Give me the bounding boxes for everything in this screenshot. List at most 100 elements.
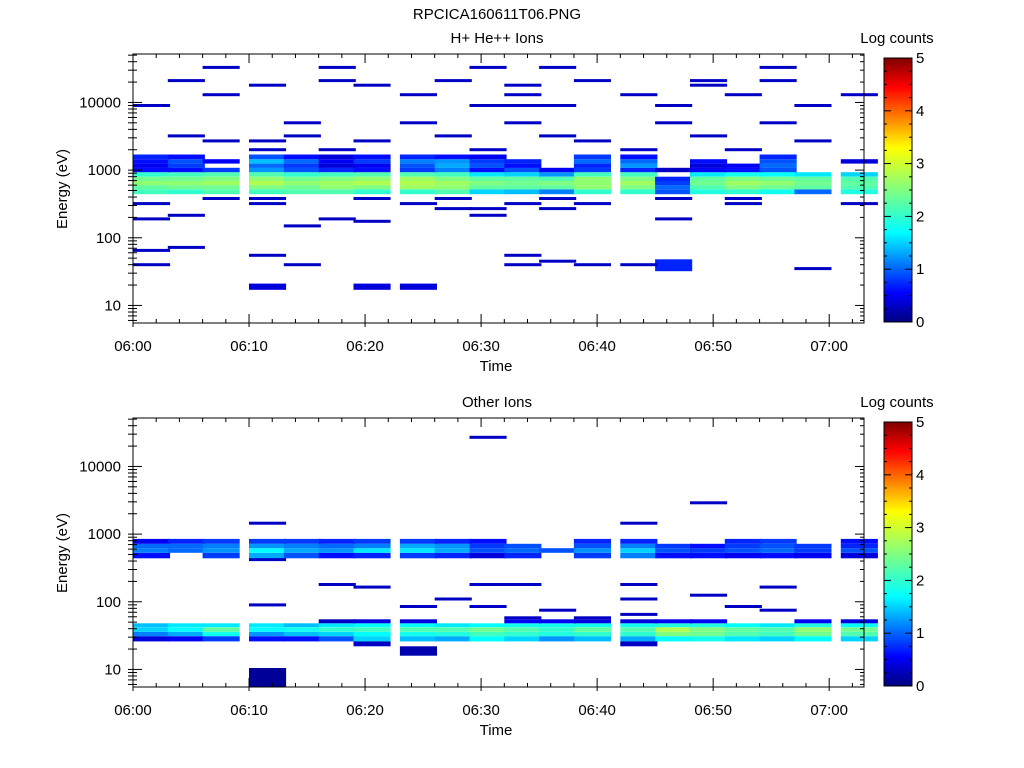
spectrogram-cell xyxy=(840,185,878,190)
spectrogram-line xyxy=(202,65,240,69)
y-tick-label: 100 xyxy=(96,594,121,611)
spectrogram-line xyxy=(469,435,507,439)
spectrogram-cell xyxy=(249,636,287,642)
spectrogram-line xyxy=(724,202,762,206)
spectrogram-line xyxy=(759,79,797,83)
spectrogram-cell xyxy=(167,154,205,160)
x-tick-label: 07:00 xyxy=(810,338,848,355)
spectrogram-cell xyxy=(504,627,542,632)
spectrogram-cell xyxy=(249,185,287,190)
spectrogram-line xyxy=(469,207,507,211)
spectrogram-cell xyxy=(573,189,611,195)
spectrogram-line xyxy=(167,213,205,217)
spectrogram-cell xyxy=(353,548,391,553)
spectrogram-cell xyxy=(620,167,658,173)
spectrogram-cell xyxy=(469,172,507,177)
spectrogram-cell xyxy=(283,159,321,164)
spectrogram-cell xyxy=(759,552,797,559)
spectrogram-line xyxy=(539,65,577,69)
spectrogram-line xyxy=(573,263,611,267)
spectrogram-cell xyxy=(655,631,693,637)
spectrogram-cell xyxy=(759,631,797,637)
spectrogram-cell xyxy=(434,552,472,559)
colorbar-tick-label: 2 xyxy=(916,572,924,589)
panel1-axes: 06:00 06:10 06:20 06:30 06:40 06:50 07:00 10 100… xyxy=(79,54,864,355)
spectrogram-cell xyxy=(434,627,472,632)
spectrogram-block xyxy=(655,259,693,272)
spectrogram-cell xyxy=(794,631,832,637)
spectrogram-line xyxy=(573,139,611,143)
spectrogram-cell xyxy=(318,636,356,642)
spectrogram-cell xyxy=(620,548,658,553)
spectrogram-cell xyxy=(539,167,577,173)
spectrogram-cell xyxy=(620,631,658,637)
spectrogram-cell xyxy=(469,543,507,549)
spectrogram-cell xyxy=(283,631,321,637)
spectrogram-block xyxy=(249,283,287,290)
spectrogram-cell xyxy=(249,167,287,173)
spectrogram-cell xyxy=(724,163,762,168)
spectrogram-cell xyxy=(318,163,356,168)
panel-h-he-ions: H+ He++ Ions Log counts 06:00 06:10 06:20 0… xyxy=(54,30,934,375)
spectrogram-cell xyxy=(794,181,832,186)
spectrogram-cell xyxy=(283,181,321,186)
spectrogram-cell xyxy=(724,181,762,186)
spectrogram-cell xyxy=(202,176,240,181)
spectrogram-cell xyxy=(655,176,693,181)
spectrogram-line xyxy=(399,121,437,125)
spectrogram-block xyxy=(399,283,437,290)
spectrogram-line xyxy=(318,79,356,83)
spectrogram-line xyxy=(794,104,832,107)
spectrogram-cell xyxy=(690,181,728,186)
spectrogram-cell xyxy=(283,189,321,195)
spectrogram-cell xyxy=(573,631,611,637)
panel2-spectrogram xyxy=(133,435,878,687)
spectrogram-cell xyxy=(434,181,472,186)
spectrogram-cell xyxy=(283,548,321,553)
spectrogram-line xyxy=(318,65,356,69)
y-tick-label: 1000 xyxy=(88,526,121,543)
spectrogram-cell xyxy=(469,636,507,642)
spectrogram-cell xyxy=(655,627,693,632)
spectrogram-cell xyxy=(794,543,832,549)
x-tick-label: 06:10 xyxy=(230,338,268,355)
spectrogram-cell xyxy=(690,627,728,632)
spectrogram-cell xyxy=(655,189,693,195)
spectrogram-cell xyxy=(759,636,797,642)
spectrogram-line xyxy=(469,148,507,152)
spectrogram-cell xyxy=(504,185,542,190)
spectrogram-line xyxy=(504,263,542,267)
spectrogram-cell xyxy=(794,176,832,181)
spectrogram-cell xyxy=(539,176,577,181)
spectrogram-cell xyxy=(249,538,287,544)
spectrogram-cell xyxy=(794,189,832,195)
colorbar-tick-label: 1 xyxy=(916,261,924,278)
spectrogram-cell xyxy=(690,623,728,628)
spectrogram-cell xyxy=(690,548,728,553)
spectrogram-cell xyxy=(724,189,762,195)
spectrogram-cell xyxy=(620,176,658,181)
spectrogram-line xyxy=(399,93,437,97)
spectrogram-cell xyxy=(249,159,287,164)
spectrogram-cell xyxy=(167,167,205,173)
spectrogram-cell xyxy=(399,167,437,173)
spectrogram-cell xyxy=(840,159,878,164)
spectrogram-cell xyxy=(434,176,472,181)
spectrogram-line xyxy=(504,93,542,97)
spectrogram-line xyxy=(133,217,171,221)
spectrogram-cell xyxy=(724,185,762,190)
spectrogram-cell xyxy=(690,189,728,195)
spectrogram-cell xyxy=(399,631,437,637)
spectrogram-line xyxy=(759,121,797,125)
spectrogram-cell xyxy=(469,185,507,190)
spectrogram-cell xyxy=(133,167,171,173)
spectrogram-line xyxy=(620,521,658,525)
spectrogram-cell xyxy=(202,181,240,186)
x-tick-label: 06:30 xyxy=(462,702,500,719)
spectrogram-cell xyxy=(353,538,391,544)
spectrogram-line xyxy=(573,616,611,620)
spectrogram-line xyxy=(504,583,542,586)
spectrogram-cell xyxy=(840,623,878,628)
spectrogram-cell xyxy=(249,627,287,632)
spectrogram-line xyxy=(539,104,577,107)
